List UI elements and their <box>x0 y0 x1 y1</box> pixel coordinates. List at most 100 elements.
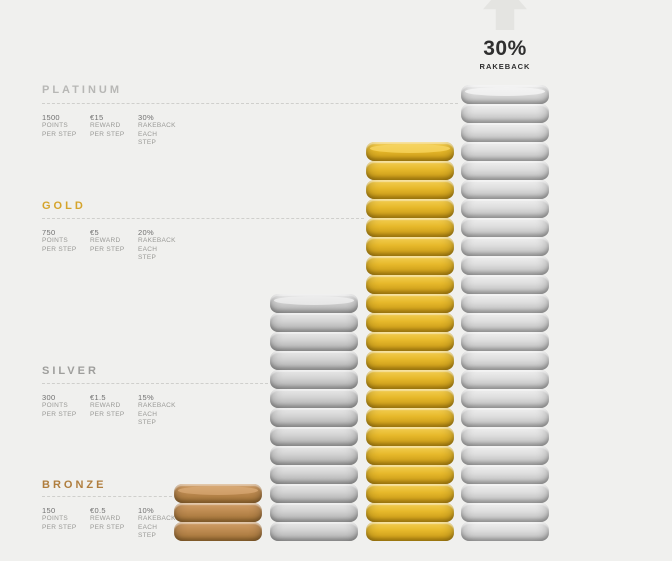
platinum-coin <box>461 332 549 351</box>
platinum-coin <box>461 161 549 180</box>
gold-coin <box>366 427 454 446</box>
gold-coin-top-face <box>370 144 450 153</box>
bronze-coin-top-face <box>178 486 258 495</box>
stat-value: 300 <box>42 393 56 402</box>
gold-coin <box>366 351 454 370</box>
stat-label: PER STEP <box>42 130 77 138</box>
gold-coin <box>366 503 454 522</box>
tier-label-silver: SILVER <box>42 365 99 377</box>
stat-reward-bronze: €0.5 REWARD PER STEP <box>90 506 128 541</box>
stat-label: EACH STEP <box>138 523 158 540</box>
gold-coin <box>366 370 454 389</box>
stat-reward-gold: €5 REWARD PER STEP <box>90 228 128 263</box>
stat-value: €5 <box>90 228 99 237</box>
platinum-coin <box>461 522 549 541</box>
gold-coin <box>366 313 454 332</box>
tier-stats-bronze: 150 POINTS PER STEP €0.5 REWARD PER STEP… <box>42 506 176 541</box>
stat-value: 150 <box>42 506 56 515</box>
gold-coin-stack <box>366 142 454 541</box>
silver-coin <box>270 484 358 503</box>
stat-label: POINTS <box>42 237 68 244</box>
platinum-coin <box>461 237 549 256</box>
silver-coin <box>270 389 358 408</box>
platinum-coin-top-face <box>465 87 545 96</box>
platinum-coin <box>461 294 549 313</box>
silver-coin <box>270 294 358 313</box>
stat-value: 1500 <box>42 113 60 122</box>
stat-label: PER STEP <box>90 130 125 138</box>
platinum-coin <box>461 85 549 104</box>
stat-label: POINTS <box>42 515 68 522</box>
rakeback-callout-value: 30% <box>483 37 527 60</box>
stat-points-silver: 300 POINTS PER STEP <box>42 393 80 428</box>
stat-value: 750 <box>42 228 56 237</box>
stat-label: RAKEBACK <box>138 402 176 409</box>
stat-label: EACH STEP <box>138 245 158 262</box>
platinum-coin <box>461 199 549 218</box>
bronze-coin-stack <box>174 484 262 541</box>
stat-label: PER STEP <box>90 523 125 531</box>
stat-reward-silver: €1.5 REWARD PER STEP <box>90 393 128 428</box>
gold-coin <box>366 522 454 541</box>
tier-stats-silver: 300 POINTS PER STEP €1.5 REWARD PER STEP… <box>42 393 176 428</box>
platinum-coin <box>461 389 549 408</box>
platinum-coin <box>461 180 549 199</box>
stat-label: RAKEBACK <box>138 122 176 129</box>
stat-label: PER STEP <box>42 410 77 418</box>
stat-label: PER STEP <box>42 245 77 253</box>
tier-label-bronze: BRONZE <box>42 479 107 491</box>
stat-value: 10% <box>138 506 154 515</box>
tier-label-gold: GOLD <box>42 200 86 212</box>
platinum-coin <box>461 503 549 522</box>
stat-label: REWARD <box>90 515 121 522</box>
tier-guide-line-bronze <box>42 496 172 497</box>
stat-value: €1.5 <box>90 393 106 402</box>
gold-coin <box>366 237 454 256</box>
platinum-coin <box>461 446 549 465</box>
gold-coin <box>366 180 454 199</box>
tier-guide-line-gold <box>42 218 364 219</box>
platinum-coin <box>461 351 549 370</box>
tier-label-platinum: PLATINUM <box>42 84 123 96</box>
platinum-coin <box>461 123 549 142</box>
tier-stats-platinum: 1500 POINTS PER STEP €15 REWARD PER STEP… <box>42 113 176 148</box>
platinum-coin <box>461 484 549 503</box>
silver-coin <box>270 408 358 427</box>
silver-coin <box>270 313 358 332</box>
stat-rakeback-bronze: 10% RAKEBACK EACH STEP <box>138 506 176 541</box>
platinum-coin <box>461 370 549 389</box>
stat-value: 15% <box>138 393 154 402</box>
silver-coin <box>270 522 358 541</box>
stat-label: REWARD <box>90 402 121 409</box>
gold-coin <box>366 484 454 503</box>
bronze-coin <box>174 503 262 522</box>
stat-label: REWARD <box>90 237 121 244</box>
stat-label: POINTS <box>42 402 68 409</box>
platinum-coin-stack <box>461 85 549 541</box>
silver-coin-top-face <box>274 296 354 305</box>
bronze-coin <box>174 522 262 541</box>
silver-coin <box>270 370 358 389</box>
platinum-coin <box>461 256 549 275</box>
silver-coin <box>270 446 358 465</box>
gold-coin <box>366 161 454 180</box>
tier-guide-line-platinum <box>42 103 458 104</box>
stat-label: RAKEBACK <box>138 515 176 522</box>
silver-coin <box>270 503 358 522</box>
silver-coin <box>270 332 358 351</box>
stat-points-platinum: 1500 POINTS PER STEP <box>42 113 80 148</box>
stat-label: REWARD <box>90 122 121 129</box>
gold-coin <box>366 389 454 408</box>
gold-coin <box>366 465 454 484</box>
gold-coin <box>366 256 454 275</box>
stat-label: EACH STEP <box>138 410 158 427</box>
stat-value: 20% <box>138 228 154 237</box>
stat-value: 30% <box>138 113 154 122</box>
stat-label: EACH STEP <box>138 130 158 147</box>
gold-coin <box>366 218 454 237</box>
silver-coin <box>270 465 358 484</box>
stat-value: €0.5 <box>90 506 106 515</box>
platinum-coin <box>461 275 549 294</box>
rakeback-callout-label: RAKEBACK <box>479 62 531 71</box>
